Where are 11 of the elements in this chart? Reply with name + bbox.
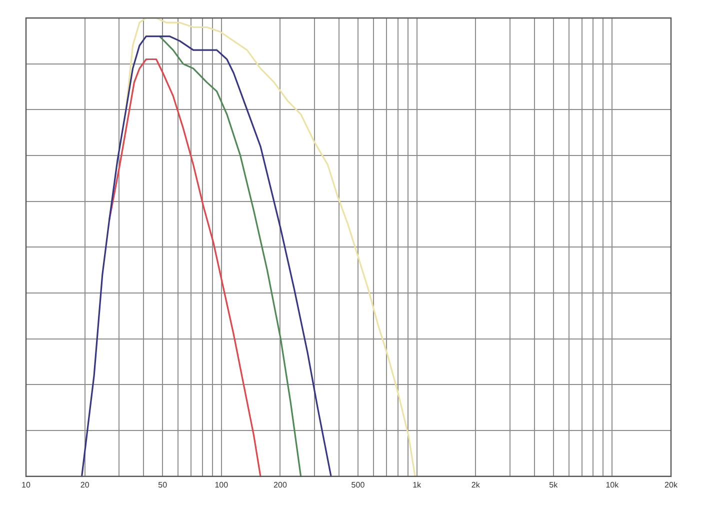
x-tick-label: 20k [664, 480, 678, 490]
x-tick-label: 500 [351, 480, 366, 490]
x-tick-label: 10k [606, 480, 620, 490]
x-tick-label: 1k [412, 480, 422, 490]
x-tick-label: 20 [80, 480, 90, 490]
x-tick-label: 50 [158, 480, 168, 490]
x-tick-label: 5k [549, 480, 559, 490]
x-tick-label: 10 [22, 480, 31, 490]
x-tick-label: 100 [214, 480, 229, 490]
x-tick-label: 200 [274, 480, 288, 490]
x-tick-label: 2k [471, 480, 481, 490]
